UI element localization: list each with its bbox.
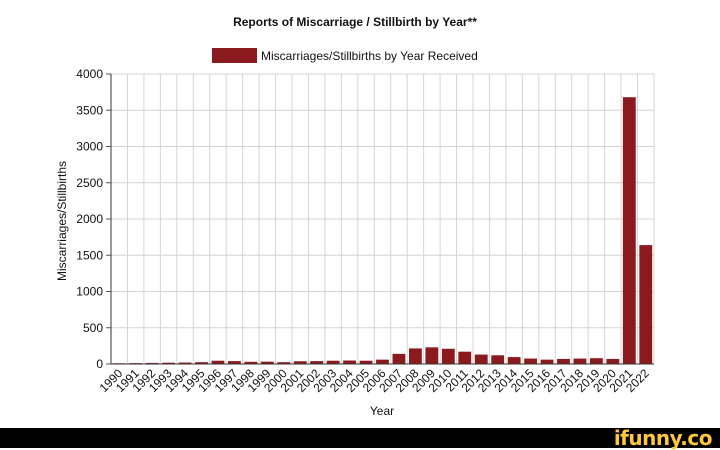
bars [112,97,653,364]
y-tick-label: 0 [96,357,103,371]
bar [359,360,373,364]
bar [557,358,570,364]
bar [458,351,472,364]
bar [540,359,554,364]
bar [606,358,620,364]
chart-title: Reports of Miscarriage / Stillbirth by Y… [233,15,477,29]
bar [408,348,422,364]
bar [310,361,324,364]
bar [376,359,389,364]
y-tick-label: 500 [83,321,103,335]
bar [474,354,488,364]
bar [392,353,406,364]
bar [343,360,357,364]
bar [293,361,307,364]
footer-bar: ifunny.co [0,428,720,448]
y-tick-labels: 0 500 1000 1500 2000 2500 3000 3500 4000 [76,67,103,371]
legend-swatch [212,48,257,63]
y-tick-label: 1000 [76,285,103,299]
bar [639,245,653,364]
bar [211,360,225,364]
y-axis-label: Miscarriages/Stillbirths [55,161,69,281]
bar [277,362,291,364]
y-tick-label: 2000 [76,212,103,226]
bar [491,355,505,364]
bar [326,360,340,364]
bar [145,362,159,364]
bar [227,361,241,364]
bar [622,97,636,364]
axes [106,73,654,365]
bar [507,357,521,364]
bar [441,348,455,364]
bar [260,361,274,364]
watermark-logo: ifunny.co [613,426,713,450]
bar [162,362,176,364]
gridlines [110,73,655,365]
bar [425,347,439,364]
y-tick-label: 2500 [76,176,103,190]
y-tick-label: 3500 [76,103,103,117]
x-axis-label: Year [370,404,394,418]
bar [589,358,603,364]
y-tick-label: 4000 [76,67,103,81]
bar [524,358,538,364]
bar [573,358,587,364]
y-tick-label: 1500 [76,248,103,262]
legend-entry: Miscarriages/Stillbirths by Year Receive… [261,49,478,63]
chart: Reports of Miscarriage / Stillbirth by Y… [55,15,655,418]
y-tick-label: 3000 [76,140,103,154]
bar [178,362,192,364]
bar [195,362,208,364]
x-tick-labels: 1990199119921993199419951996199719981999… [97,366,653,395]
bar [244,361,258,364]
